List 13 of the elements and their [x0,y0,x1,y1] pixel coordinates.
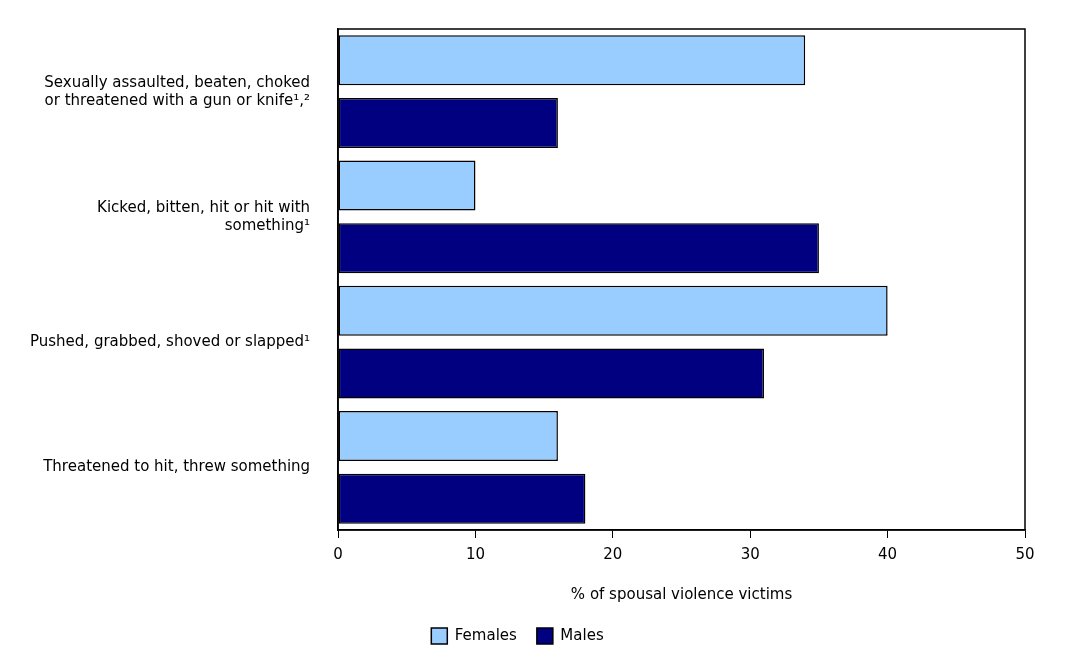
x-tick-label: 20 [603,544,623,563]
x-tick-label: 50 [1015,544,1035,563]
y-tick-label: Threatened to hit, threw something [42,457,311,476]
y-tick-label: Kicked, bitten, hit or hit with something¹ [97,197,311,234]
x-axis-title: % of spousal violence victims [570,584,793,603]
y-tick-label: Pushed, grabbed, shoved or slapped¹ [30,332,311,351]
x-tick-label: 40 [878,544,898,563]
legend-label: Females [454,625,518,644]
x-tick-label: 10 [465,544,486,563]
y-tick-label: Sexually assaulted, beaten, choked or threatened with a gun or knife¹,² [44,72,311,109]
legend-label: Males [560,625,604,644]
x-tick-label: 0 [333,544,343,563]
x-tick-label: 30 [740,544,760,563]
